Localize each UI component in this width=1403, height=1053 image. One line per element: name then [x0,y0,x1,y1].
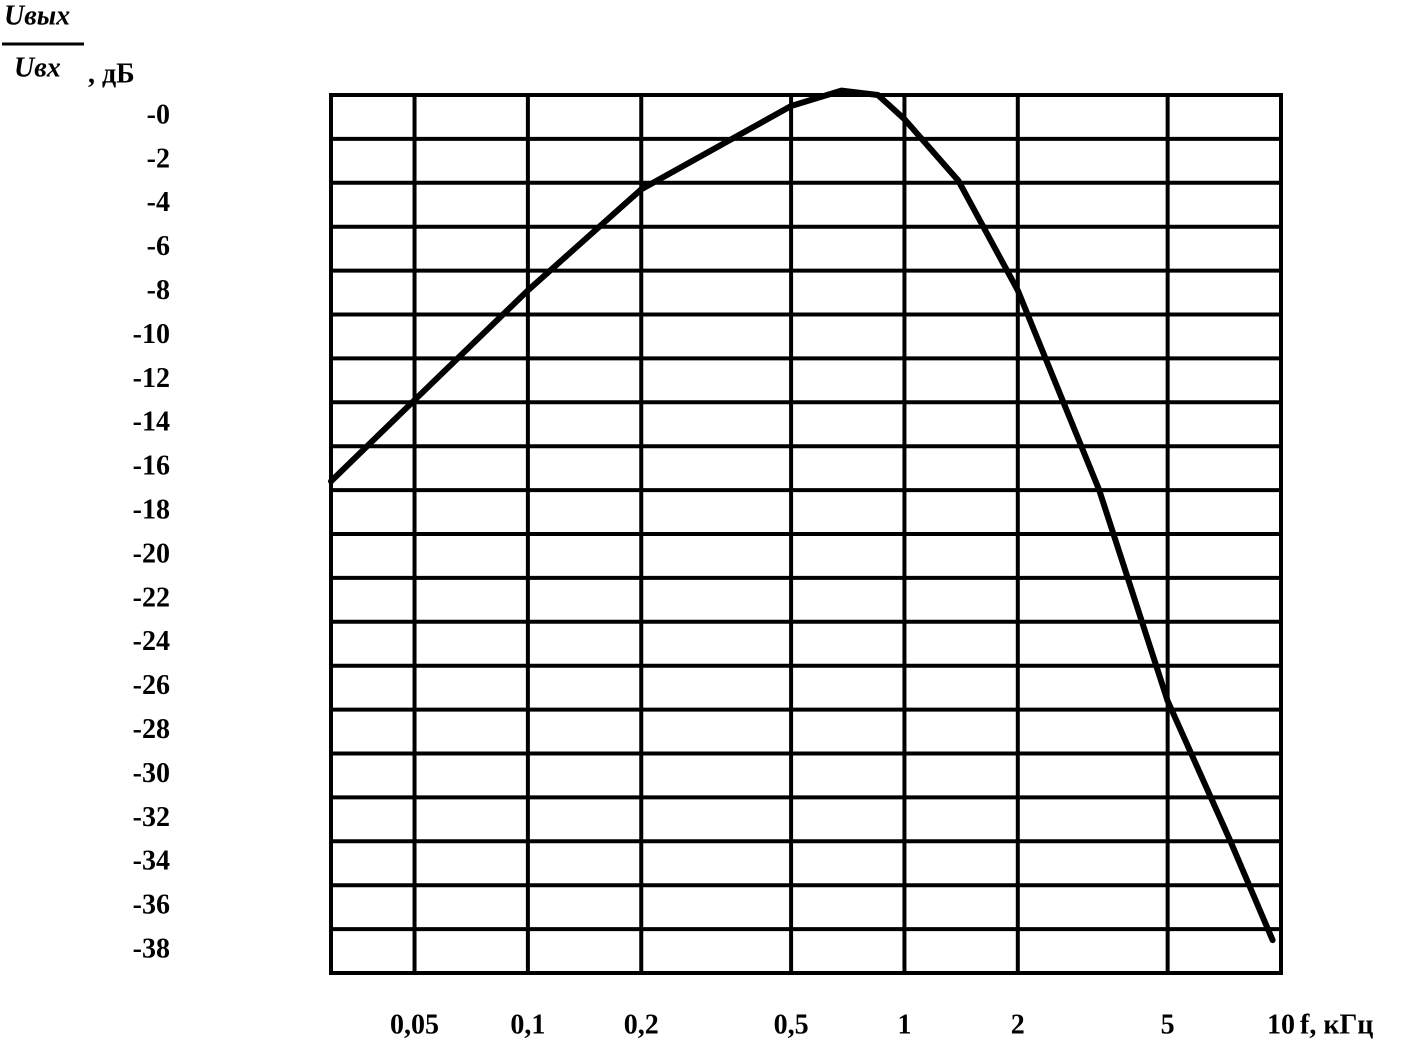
y-tick-label: -28 [133,714,170,745]
y-tick-label: -18 [133,494,170,525]
y-tick-label: -34 [133,846,170,877]
y-tick-label: -8 [147,275,170,306]
y-tick-label: -6 [147,231,170,262]
curve [328,87,1276,944]
y-tick-label: -10 [133,319,170,350]
y-tick-label: -26 [133,670,170,701]
y-tick-label: -32 [133,802,170,833]
y-label-numerator: Uвых [4,0,70,31]
y-tick-label: -14 [133,407,170,438]
x-tick-label: 0,2 [624,1009,659,1040]
y-tick-label: -2 [147,143,170,174]
x-label: f, кГц [1300,1009,1373,1040]
x-tick-label: 0,05 [390,1009,439,1040]
x-tick-label: 10 [1267,1009,1295,1040]
y-tick-label: -20 [133,538,170,569]
x-tick-label: 5 [1161,1009,1175,1040]
y-tick-label: -12 [133,363,170,394]
y-label-denominator: Uвх [14,52,61,83]
x-tick-label: 0,1 [510,1009,545,1040]
x-tick-label: 0,5 [774,1009,809,1040]
y-tick-label: -22 [133,582,170,613]
y-tick-label: -38 [133,933,170,964]
y-tick-label: -36 [133,890,170,921]
y-tick-label: -0 [147,99,170,130]
y-tick-label: -4 [147,187,170,218]
y-tick-label: -30 [133,758,170,789]
x-tick-label: 1 [897,1009,911,1040]
x-tick-label: 2 [1011,1009,1025,1040]
y-label-unit: , дБ [88,58,135,89]
y-tick-label: -24 [133,626,170,657]
y-tick-label: -16 [133,451,170,482]
